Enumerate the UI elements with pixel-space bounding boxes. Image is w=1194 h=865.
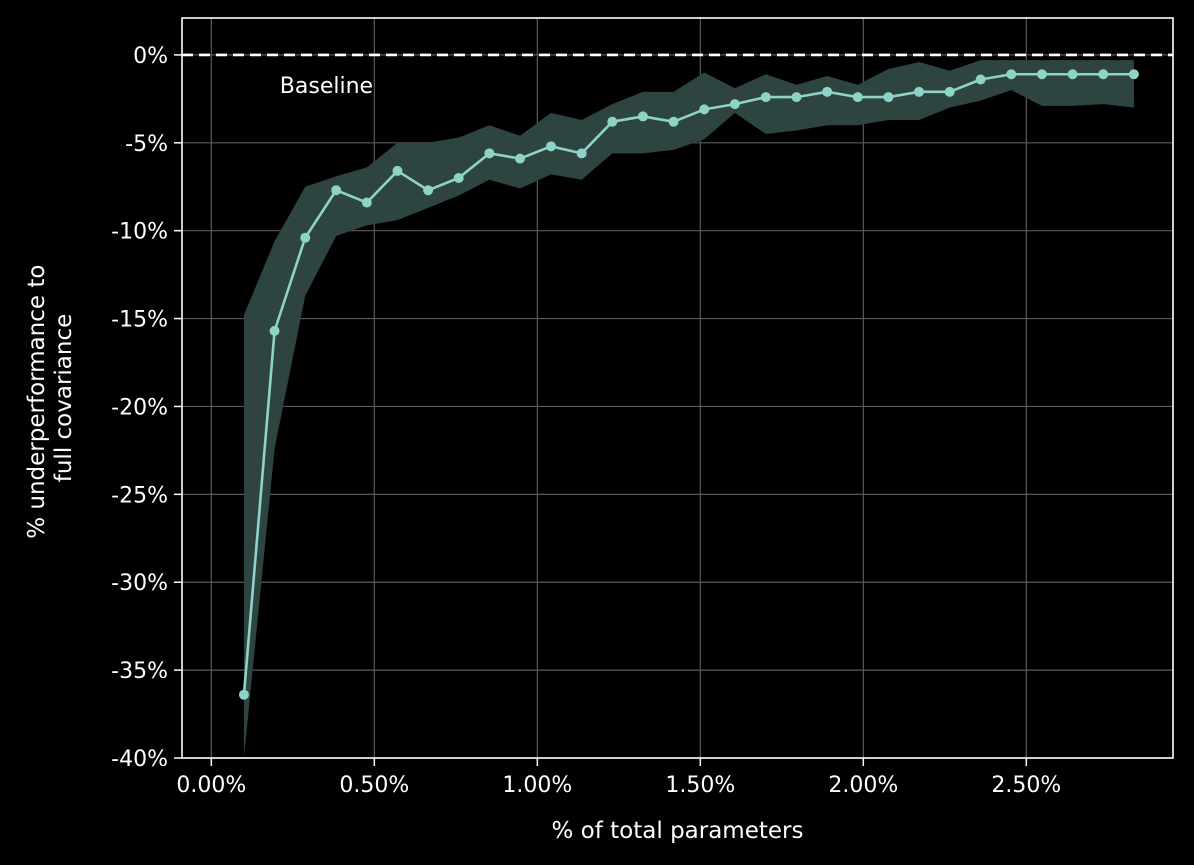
- data-point: [822, 86, 833, 97]
- data-point: [515, 153, 526, 164]
- data-point: [883, 92, 894, 103]
- y-tick-label: -40%: [111, 747, 168, 772]
- plot-frame: [181, 17, 1174, 759]
- data-point: [1006, 69, 1017, 80]
- x-axis-label: % of total parameters: [552, 818, 804, 844]
- y-tick-label: -20%: [111, 395, 168, 420]
- series-line: [242, 72, 1134, 695]
- data-point: [1098, 69, 1109, 80]
- data-point: [944, 86, 955, 97]
- x-tick-label: 1.00%: [502, 773, 572, 798]
- data-point: [1036, 69, 1047, 80]
- y-tick-label: -35%: [111, 659, 168, 684]
- y-tick-label: -25%: [111, 483, 168, 508]
- baseline-label: Baseline: [280, 74, 373, 99]
- data-point: [975, 74, 986, 85]
- y-axis-ticks: 0% -5% -10% -15% -20% -25% -30% -35% -40%: [111, 44, 182, 772]
- data-point: [576, 148, 587, 159]
- x-tick-label: 2.00%: [828, 773, 898, 798]
- y-tick-label: -5%: [125, 132, 168, 157]
- data-point: [361, 197, 372, 208]
- data-point: [546, 141, 557, 152]
- y-tick-label: 0%: [133, 44, 168, 69]
- x-tick-label: 0.50%: [339, 773, 409, 798]
- y-tick-label: -15%: [111, 308, 168, 333]
- data-point: [1067, 69, 1078, 80]
- data-point: [668, 116, 679, 127]
- y-tick-label: -30%: [111, 571, 168, 596]
- x-tick-label: 1.50%: [665, 773, 735, 798]
- data-point: [699, 104, 710, 115]
- data-point: [484, 148, 495, 159]
- data-point: [331, 185, 342, 196]
- y-axis-label-line-2: full covariance: [51, 314, 77, 483]
- data-point: [729, 99, 740, 110]
- series-layer: [238, 69, 1139, 700]
- data-point: [269, 325, 280, 336]
- data-point: [453, 172, 464, 183]
- x-tick-label: 2.50%: [991, 773, 1061, 798]
- x-tick-label: 0.00%: [176, 773, 246, 798]
- data-point: [423, 185, 434, 196]
- data-point: [637, 111, 648, 122]
- data-point: [1128, 69, 1139, 80]
- data-point: [760, 92, 771, 103]
- baseline-layer: Baseline: [182, 53, 1173, 99]
- x-axis-ticks: 0.00% 0.50% 1.00% 1.50% 2.00% 2.50%: [176, 758, 1061, 798]
- y-axis-label: % underperformance to full covariance: [24, 257, 77, 539]
- data-point: [392, 165, 403, 176]
- data-point: [607, 116, 618, 127]
- data-point: [914, 86, 925, 97]
- data-point: [300, 232, 311, 243]
- data-point: [852, 92, 863, 103]
- y-tick-label: -10%: [111, 220, 168, 245]
- y-axis-label-line-1: % underperformance to: [24, 265, 50, 539]
- data-point: [791, 92, 802, 103]
- data-point: [238, 689, 249, 700]
